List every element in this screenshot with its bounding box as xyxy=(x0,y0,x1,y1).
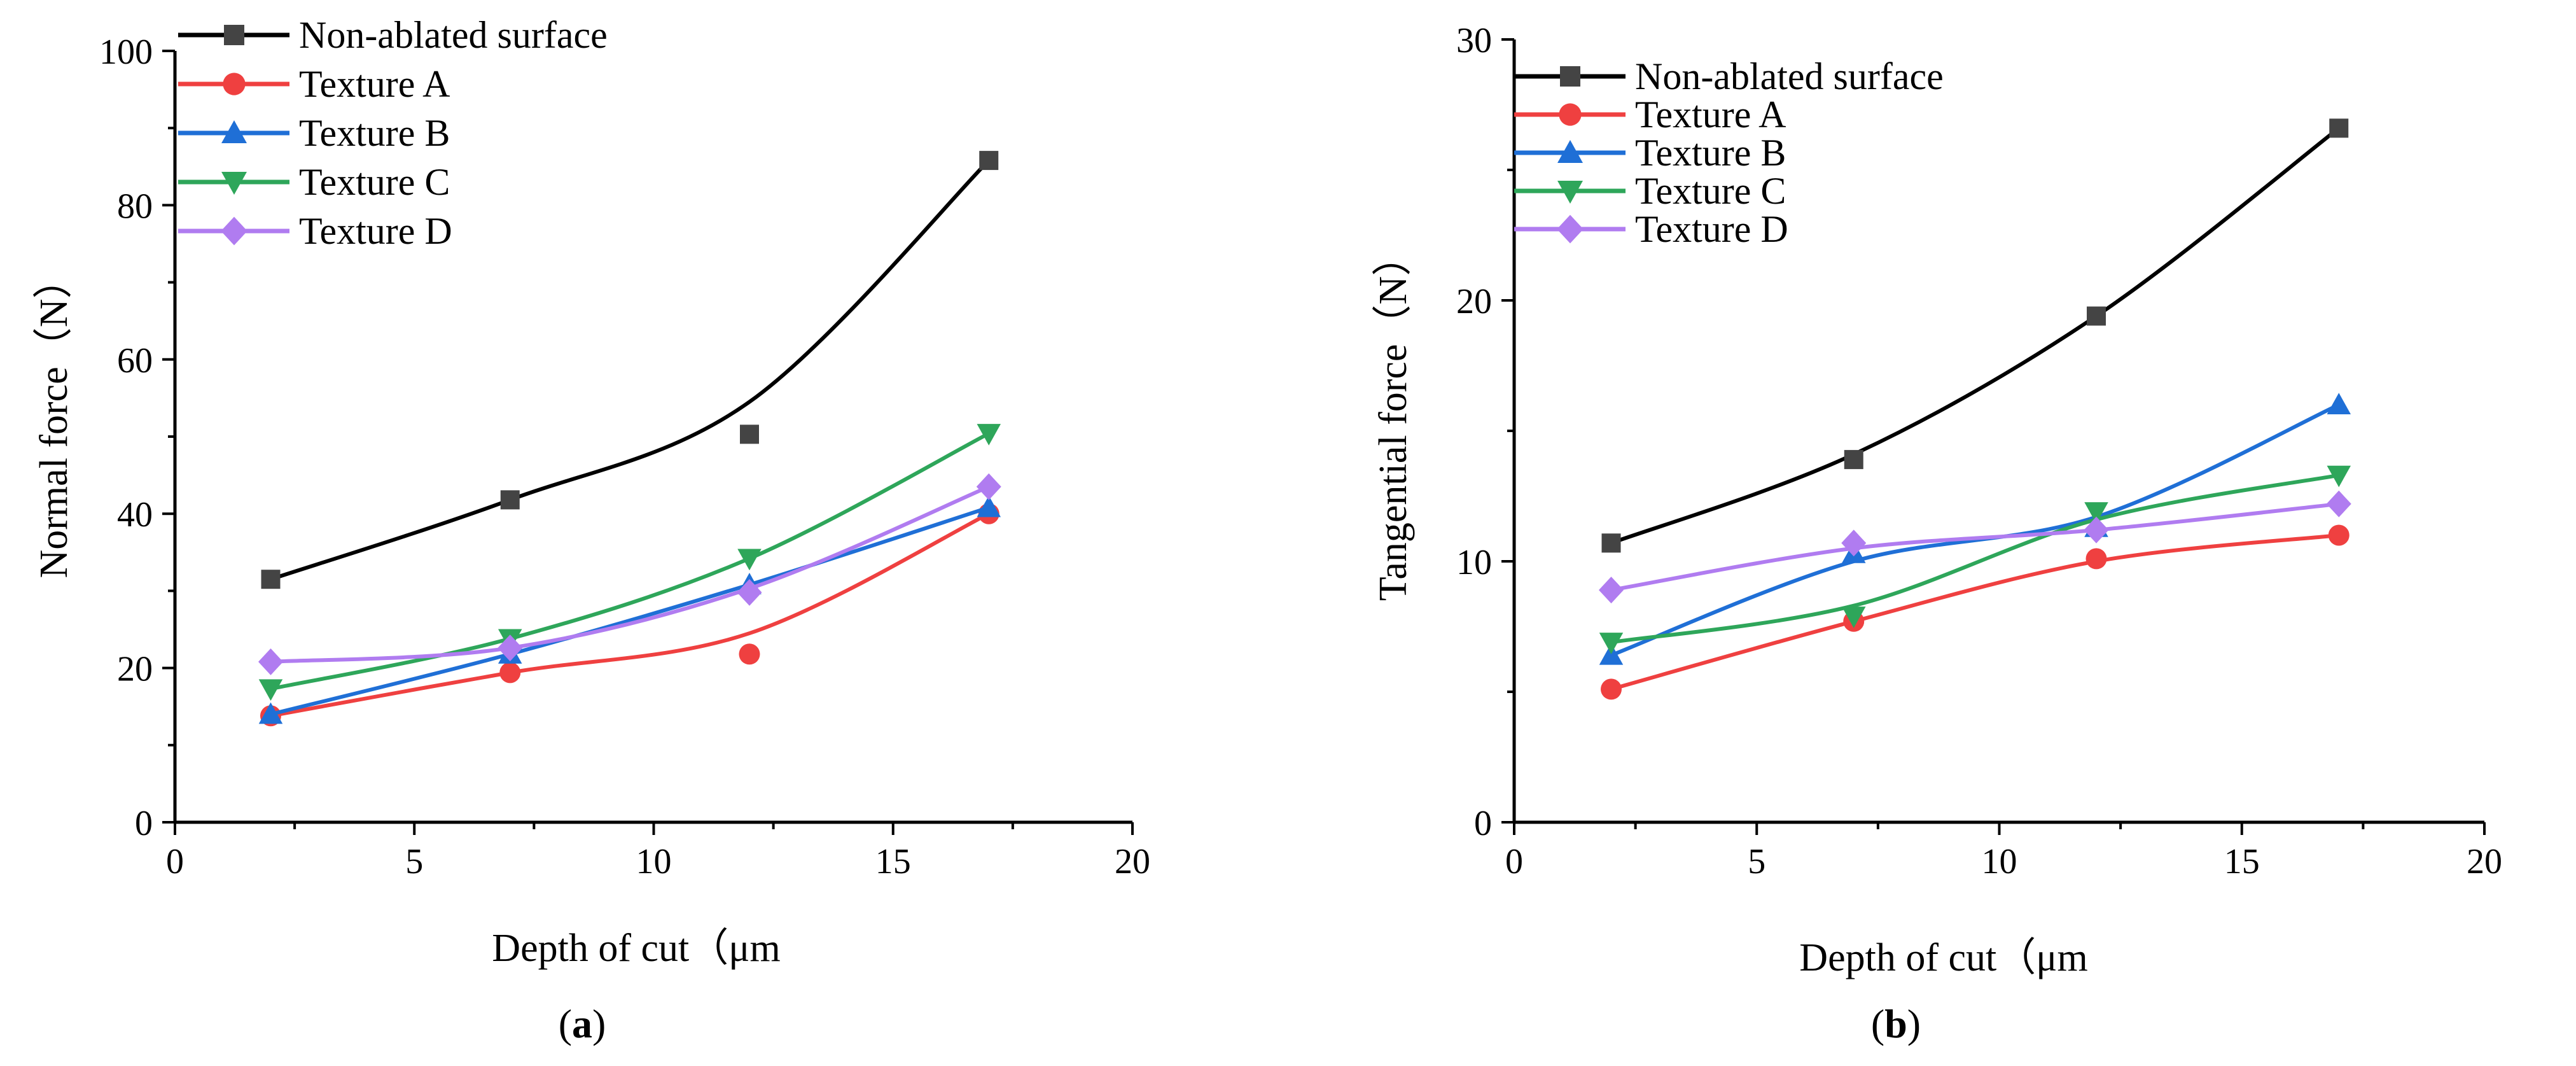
panel-b-non_ablated-point xyxy=(2329,118,2349,138)
panel-b-texture_c-point xyxy=(2327,465,2351,487)
panel-a-y-tick-label: 60 xyxy=(117,341,153,381)
panel-a-legend-non_ablated-marker xyxy=(224,25,244,45)
panel-b-y-axis-title: Tangential force（N） xyxy=(1372,237,1415,601)
panel-b-axes: 0 5 10 15 20 0 10 20 30 xyxy=(1456,21,2502,881)
panel-a-legend-texture_a-marker xyxy=(223,73,246,95)
panel-b-texture_c-point xyxy=(1842,607,1866,628)
panel-b-texture_b-curve xyxy=(1610,403,2340,657)
panel-a-non_ablated-point xyxy=(500,490,520,510)
panel-a-texture_a-point xyxy=(739,643,760,665)
panel-b-legend-non_ablated-label: Non-ablated surface xyxy=(1635,55,1944,97)
panel-a-non_ablated-point xyxy=(740,424,759,444)
panel-b-texture_d-point xyxy=(2326,490,2351,517)
panel-b-non_ablated-curve xyxy=(1610,127,2341,545)
panel-a-y-axis-title: Normal force（N） xyxy=(32,260,76,579)
panel-b-y-tick-label: 10 xyxy=(1456,543,1492,582)
panel-b-texture_a-point xyxy=(2085,548,2107,570)
panel-a-texture_d-point xyxy=(258,648,283,675)
panel-b-texture_d-curve xyxy=(1610,501,2339,593)
panel-b-legend-texture_a-marker xyxy=(1559,103,1582,126)
panel-b-legend-texture_a-label: Texture A xyxy=(1635,94,1786,136)
panel-a-x-tick-label: 0 xyxy=(166,842,184,881)
panel-a-y-tick-label: 0 xyxy=(135,804,153,843)
panel-b-non_ablated-point xyxy=(2087,306,2106,326)
panel-a-x-tick-label: 15 xyxy=(875,842,911,881)
panel-a-texture_c-point xyxy=(737,549,762,571)
panel-b-legend-texture_c-marker xyxy=(1557,181,1583,204)
panel-a-marks xyxy=(258,151,1001,727)
panel-a-chart: 0 5 10 15 20 0 20 40 60 80 100 Depth of cut（μm Nor… xyxy=(32,14,1150,1046)
panel-a-y-tick-label: 20 xyxy=(117,650,153,689)
panel-b-label: (b) xyxy=(1871,1001,1921,1046)
panel-b-legend-texture_b-label: Texture B xyxy=(1635,132,1786,174)
panel-a-legend-texture_b-marker xyxy=(221,120,247,143)
panel-a-texture_c-curve xyxy=(270,431,990,691)
panel-a-x-tick-label: 20 xyxy=(1115,842,1150,881)
panel-a-x-axis-title: Depth of cut（μm xyxy=(492,927,780,970)
panel-a-label-letter: a xyxy=(572,1001,592,1046)
panel-a-legend: Non-ablated surface Texture A Texture B Tex… xyxy=(178,14,608,252)
panel-b-x-tick-label: 15 xyxy=(2224,842,2260,881)
panel-b-legend-texture_b-marker xyxy=(1557,140,1583,163)
panel-b-y-tick-label: 20 xyxy=(1456,282,1492,321)
panel-a-texture_d-point xyxy=(498,635,523,662)
panel-a-legend-texture_d-label: Texture D xyxy=(299,210,452,252)
panel-b-texture_c-point xyxy=(2084,502,2108,524)
panel-a-texture_b-curve xyxy=(270,505,990,717)
panel-b-y-tick-label: 30 xyxy=(1456,21,1492,60)
panel-b-marks xyxy=(1599,118,2351,700)
panel-a-legend-texture_d-marker xyxy=(221,216,247,246)
panel-a-y-tick-label: 80 xyxy=(117,186,153,226)
panel-b-texture_c-curve xyxy=(1611,473,2339,645)
panel-a-y-tick-label: 40 xyxy=(117,495,153,535)
panel-a-texture_d-point xyxy=(737,579,762,606)
panel-b-texture_c-point xyxy=(1599,633,1624,654)
panel-a-y-tick-label: 100 xyxy=(99,32,153,72)
panel-b-texture_b-point xyxy=(2327,393,2351,414)
panel-b-texture_a-curve xyxy=(1610,533,2339,691)
panel-a-non_ablated-point xyxy=(261,570,281,589)
panel-a-legend-non_ablated-label: Non-ablated surface xyxy=(299,14,608,56)
panel-b-texture_d-point xyxy=(1841,529,1867,557)
panel-a-texture_c-point xyxy=(977,424,1001,445)
panel-b-texture_a-point xyxy=(2328,524,2350,546)
panel-a-texture_b-point xyxy=(977,495,1001,517)
panel-a-axes: 0 5 10 15 20 0 20 40 60 80 100 xyxy=(99,32,1150,881)
panel-b-x-tick-label: 10 xyxy=(1982,842,2017,881)
panel-a-legend-texture_b-label: Texture B xyxy=(299,112,450,154)
panel-a-texture_d-curve xyxy=(270,485,990,664)
panel-b-non_ablated-point xyxy=(1601,533,1621,553)
panel-a-texture_a-curve xyxy=(270,512,990,718)
panel-a-texture_c-point xyxy=(258,679,283,701)
panel-b-x-tick-label: 20 xyxy=(2467,842,2502,881)
panel-b-legend-texture_d-marker xyxy=(1557,214,1584,244)
panel-b-x-axis-title: Depth of cut（μm xyxy=(1799,936,2087,979)
panel-b-non_ablated-point xyxy=(1844,450,1863,470)
panel-b-label-letter: b xyxy=(1884,1001,1907,1046)
panel-a-legend-texture_a-label: Texture A xyxy=(299,63,450,105)
panel-b-legend-texture_c-label: Texture C xyxy=(1635,170,1786,212)
panel-a-non_ablated-curve xyxy=(270,158,991,582)
panel-a-label: (a) xyxy=(559,1001,606,1046)
panel-b-texture_d-point xyxy=(1599,577,1624,604)
panel-b-texture_a-point xyxy=(1601,678,1622,700)
panel-a-non_ablated-point xyxy=(979,151,999,171)
panel-a-x-tick-label: 5 xyxy=(405,842,423,881)
panel-a-texture_d-point xyxy=(976,473,1001,500)
panel-a-texture_a-point xyxy=(499,662,521,684)
panel-b-x-tick-label: 0 xyxy=(1505,842,1523,881)
panel-b-legend-texture_d-label: Texture D xyxy=(1635,208,1788,250)
panel-a-legend-texture_c-label: Texture C xyxy=(299,161,450,203)
panel-b-x-tick-label: 5 xyxy=(1748,842,1765,881)
panel-b-legend-non_ablated-marker xyxy=(1560,66,1580,87)
panel-b-y-tick-label: 0 xyxy=(1474,804,1492,843)
panel-b-chart: 0 5 10 15 20 0 10 20 30 Depth of cut（μm Tangenti… xyxy=(1372,21,2502,1046)
panel-b-texture_d-point xyxy=(2084,516,2109,544)
panel-a-x-tick-label: 10 xyxy=(636,842,672,881)
panel-a-texture_b-point xyxy=(258,702,283,724)
panel-a-legend-texture_c-marker xyxy=(221,172,247,195)
